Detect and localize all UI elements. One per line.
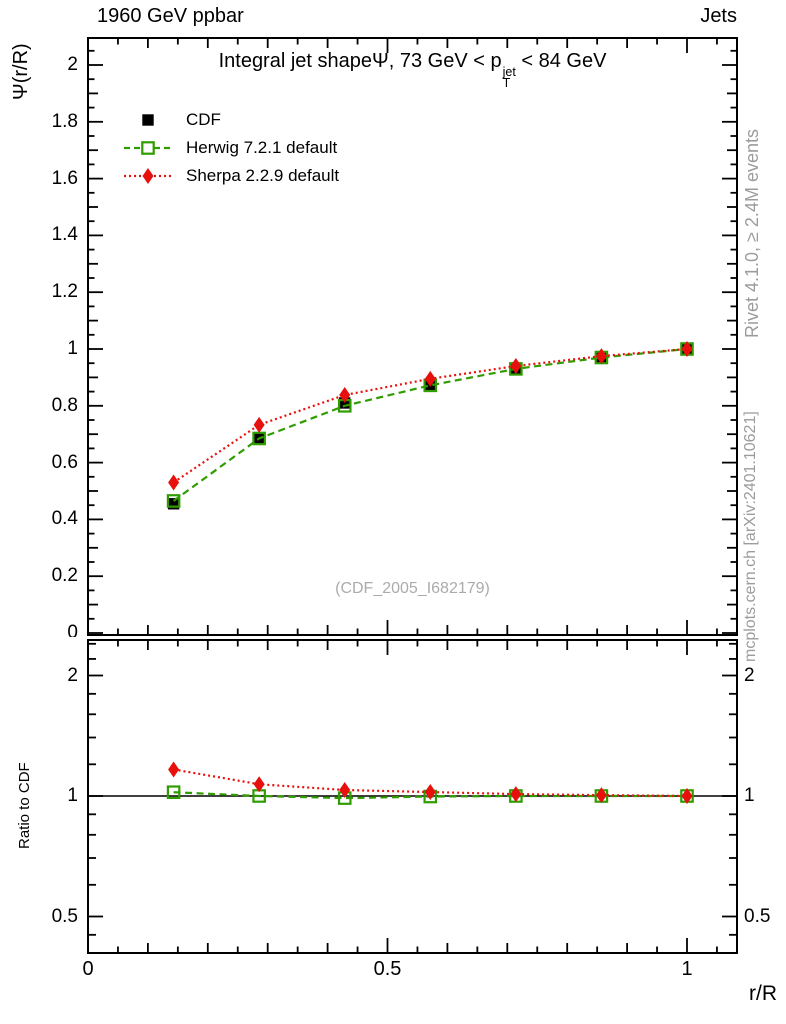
x-axis-title: r/R [749, 982, 777, 1005]
mcplots-reference-note: mcplots.cern.ch [arXiv:2401.10621] [742, 411, 759, 662]
legend-row-sherpa: Sherpa 2.2.9 default [122, 162, 339, 190]
pt-superscript-stack: jet T [502, 65, 516, 90]
x-tick-labels: 0 0.5 1 [0, 958, 786, 984]
legend: CDF Herwig 7.2.1 default Sherpa 2.2.9 de… [122, 106, 339, 190]
ratio-y-tick-label: 0.5 [744, 905, 771, 927]
plot-title-mid: , 73 GeV < p [388, 50, 502, 72]
legend-row-cdf: CDF [122, 106, 339, 134]
herwig-marker-icon [124, 141, 172, 155]
ratio-y-tick-label: 0.5 [51, 905, 78, 927]
analysis-id-watermark: (CDF_2005_I682179) [335, 580, 490, 597]
analysis-group-label: Jets [700, 5, 737, 27]
main-y-tick-label: 0 [67, 622, 78, 637]
ratio-y-tick-labels-left: 0.5 1 2 [0, 640, 82, 953]
plot-title-psi: Ψ [372, 50, 389, 72]
ratio-y-tick-label: 2 [67, 664, 78, 686]
x-tick-label: 1 [681, 958, 693, 980]
sherpa-marker-icon [124, 168, 172, 184]
ratio-y-tick-labels-right: 0.5 1 2 [744, 640, 786, 953]
main-y-tick-label: 0.8 [51, 394, 78, 416]
legend-label-herwig: Herwig 7.2.1 default [186, 138, 338, 157]
plot-title-text: Integral jet shape [218, 50, 373, 72]
main-y-tick-label: 0.2 [51, 565, 78, 587]
x-tick-label: 0.5 [373, 958, 402, 980]
main-y-tick-label: 1.6 [51, 167, 78, 189]
main-y-tick-label: 1.4 [51, 224, 78, 246]
ratio-y-tick-label: 1 [67, 785, 78, 806]
beam-energy-label: 1960 GeV ppbar [97, 5, 244, 27]
legend-label-cdf: CDF [186, 110, 221, 129]
main-y-tick-label: 1.8 [51, 110, 78, 132]
main-y-tick-label: 0.4 [51, 508, 78, 530]
main-y-tick-label: 1 [67, 338, 78, 359]
pt-superscript: jet [502, 65, 516, 79]
main-y-tick-label: 1.2 [51, 281, 78, 303]
cdf-marker-icon [142, 114, 154, 126]
plot-title: Integral jet shapeΨ, 73 GeV < p jet T < 84… [88, 50, 737, 89]
rivet-version-note: Rivet 4.1.0, ≥ 2.4M events [742, 129, 762, 338]
pt-subscript: T [502, 76, 511, 90]
main-y-tick-label: 0.6 [51, 451, 78, 473]
main-y-tick-label: 2 [67, 54, 78, 75]
legend-row-herwig: Herwig 7.2.1 default [122, 134, 339, 162]
ratio-y-tick-label: 2 [744, 664, 755, 686]
main-y-tick-labels: 0 0.2 0.4 0.6 0.8 1 1.2 1.4 1.6 1.8 2 [0, 38, 82, 637]
ratio-y-tick-label: 1 [744, 785, 755, 806]
plot-title-after: < 84 GeV [515, 50, 607, 72]
legend-label-sherpa: Sherpa 2.2.9 default [186, 166, 340, 185]
x-tick-label: 0 [82, 958, 94, 980]
